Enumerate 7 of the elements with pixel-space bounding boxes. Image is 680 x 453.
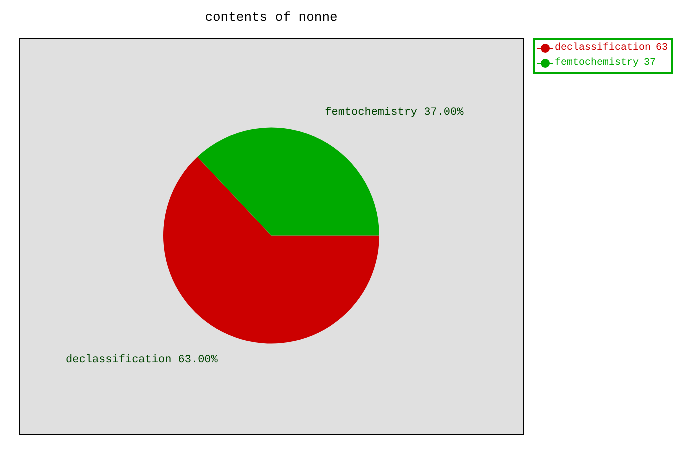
chart-title: contents of nonne xyxy=(205,10,338,26)
category-label: declassification 63.00% xyxy=(66,354,218,367)
legend-label: femtochemistry xyxy=(555,56,640,71)
legend-label: declassification xyxy=(555,42,652,56)
category-label: femtochemistry 37.00% xyxy=(325,106,464,119)
text: 63 xyxy=(656,42,668,56)
text: 37 xyxy=(644,57,656,71)
